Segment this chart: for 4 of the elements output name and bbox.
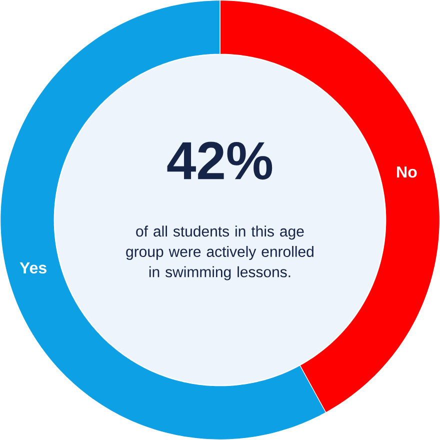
slice-label: No <box>397 166 417 178</box>
text: 42% <box>167 142 272 180</box>
slice-label: Yes <box>20 262 46 274</box>
text: of all students in this age group were actively enrolled in swimming lessons. <box>126 226 314 280</box>
